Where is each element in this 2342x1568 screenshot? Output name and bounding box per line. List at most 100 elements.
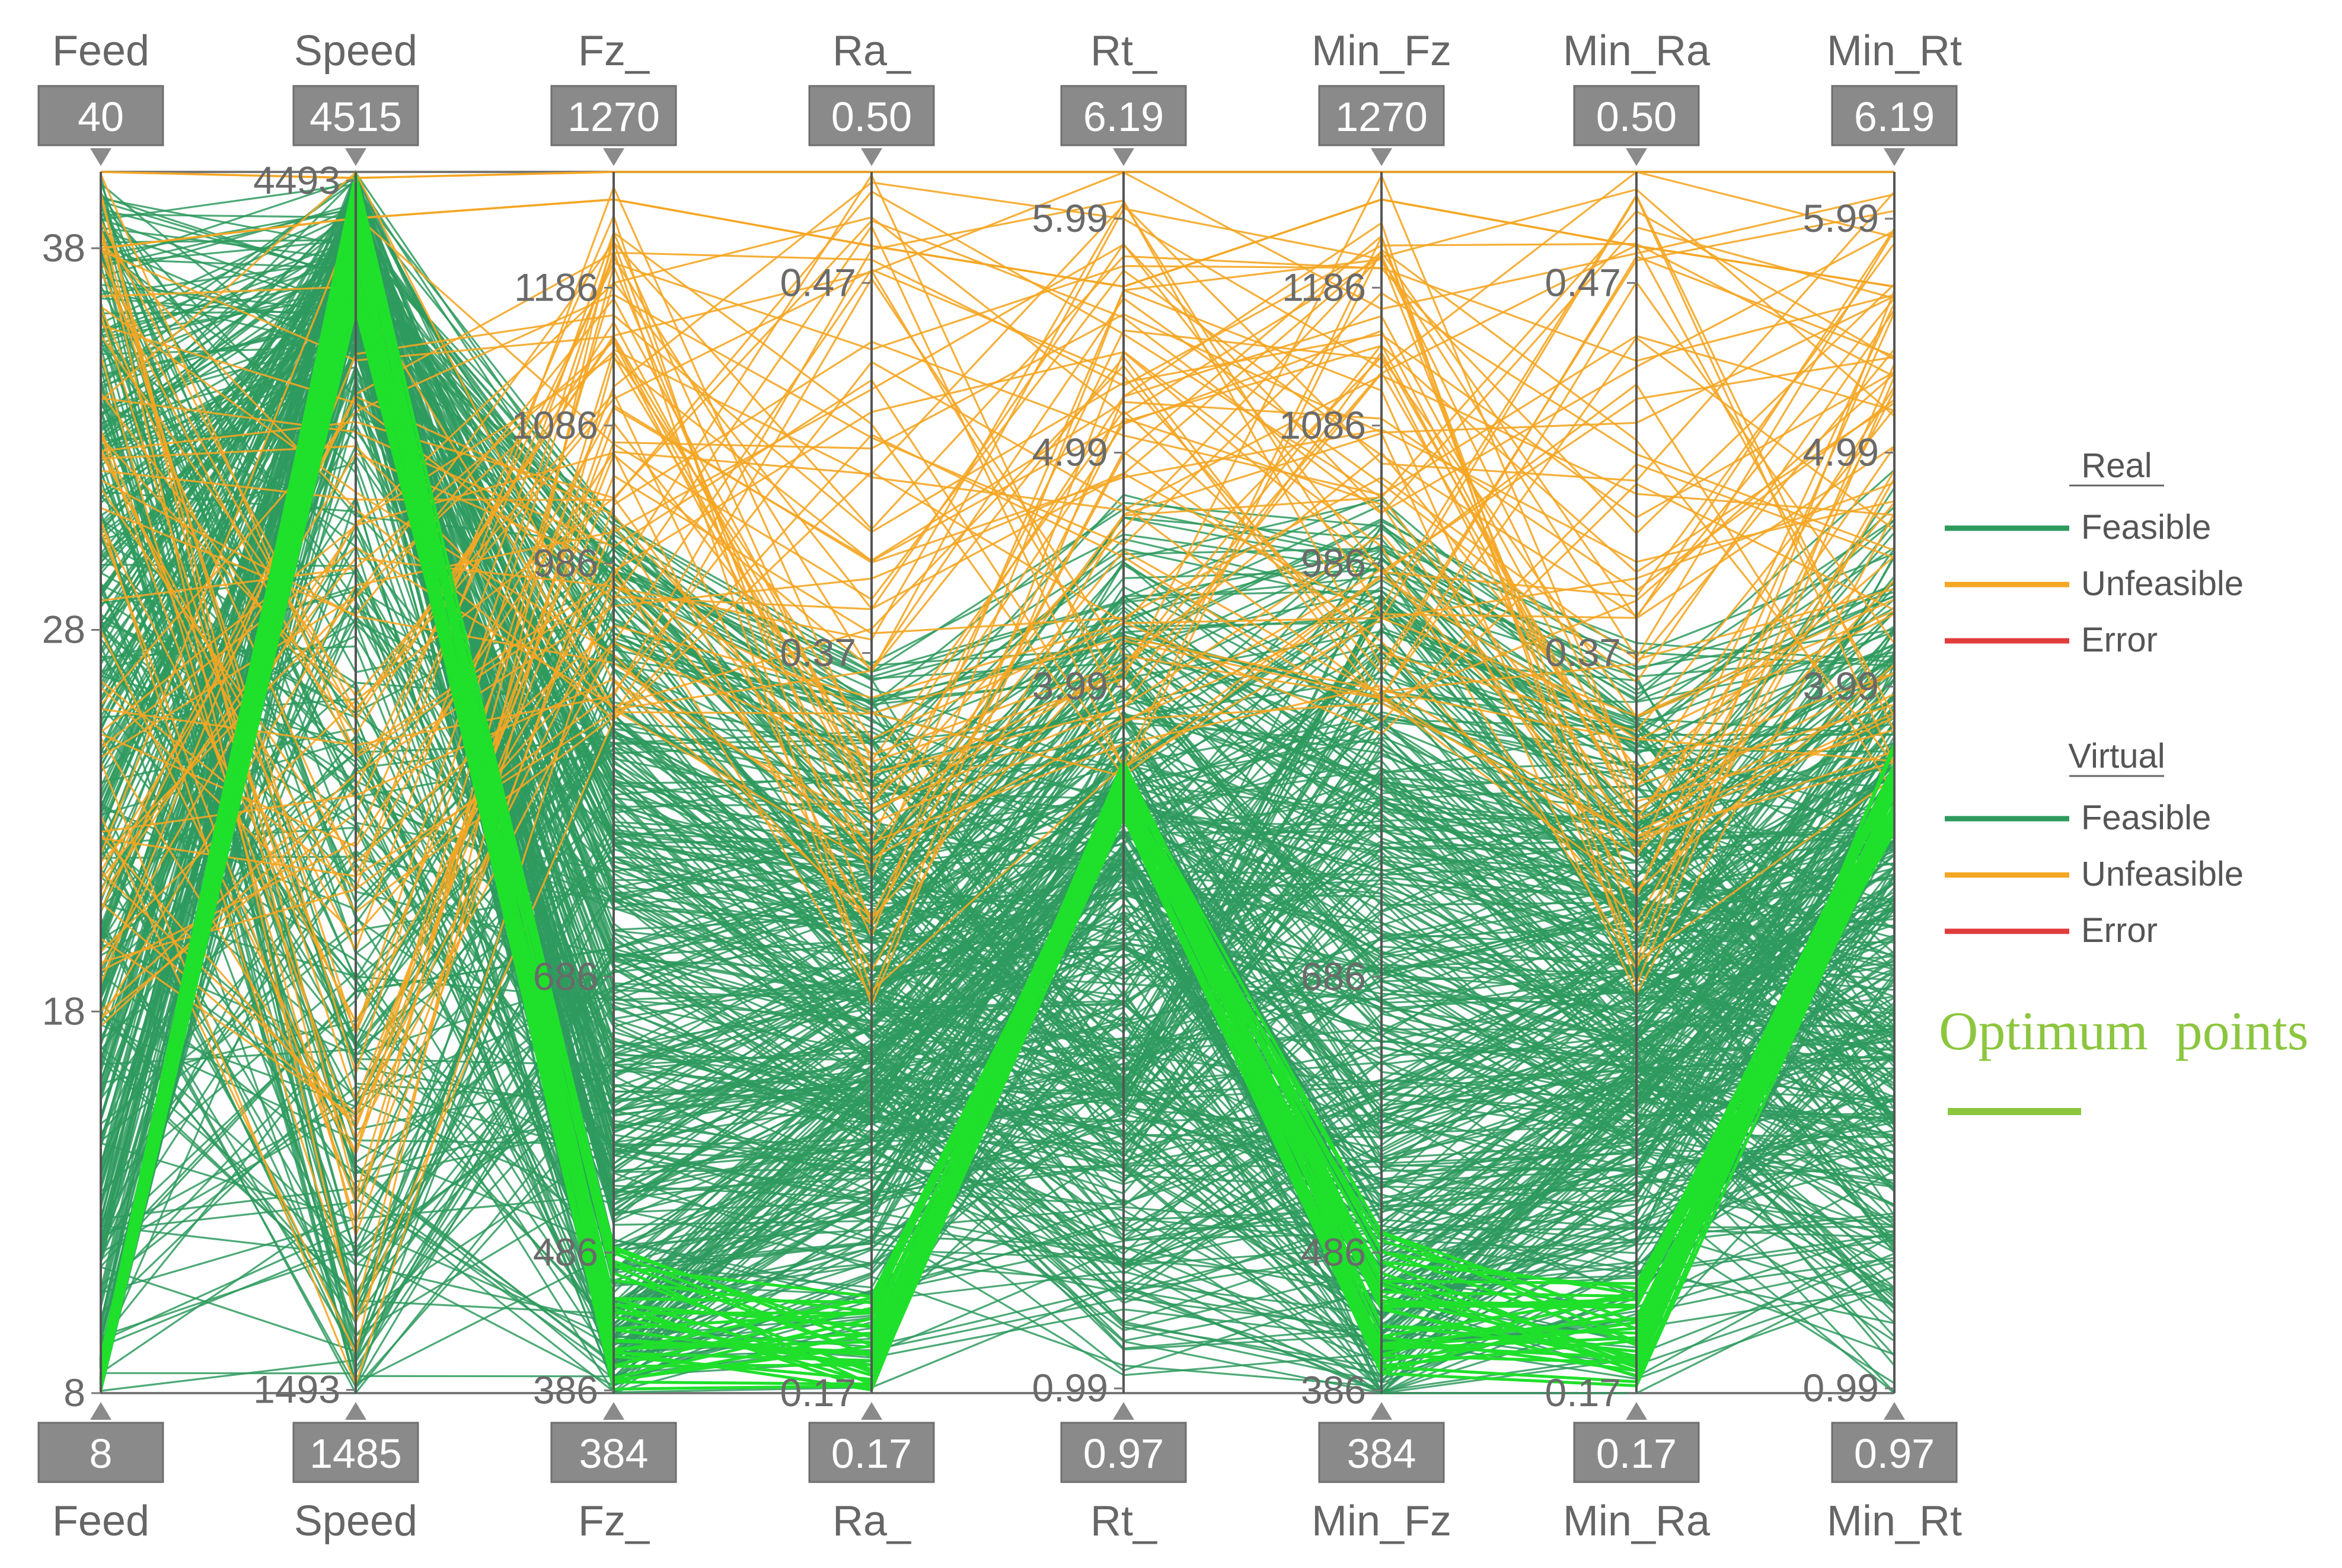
axis-min-rt: Min_Rt 6.19 0.97 Min_Rt 5.99 4.99 3.99 0.99 [1803,27,1963,1545]
tick-label: 1086 [511,403,598,447]
min-value-label: 0.17 [1596,1430,1677,1477]
unfeasible-line [100,174,1895,860]
feasible-line [100,671,1896,1056]
unfeasible-line [100,351,1895,1024]
unfeasible-line [100,171,1895,721]
unfeasible-line [100,276,1896,914]
axis-min-ra: Min_Ra 0.50 0.17 Min_Ra 0.47 0.37 0.17 [1545,27,1711,1545]
unfeasible-line [100,230,1895,1326]
max-value-box [1831,85,1958,146]
unfeasible-line [100,200,1896,759]
unfeasible-line [100,190,1895,501]
axis-min-fz: Min_Fz 1270 384 Min_Fz 1186 1086 986 686 486 386 [1279,27,1451,1545]
max-value-label: 1270 [1335,94,1428,140]
legend-label-feasible: Feasible [2081,508,2211,547]
legend-label-error: Error [2081,621,2158,659]
axis-name-top: Min_Ra [1563,27,1711,75]
tick-label: 686 [1301,954,1366,998]
tick-label: 0.37 [1545,631,1621,675]
min-value-box [550,1422,677,1483]
min-value-box [1318,1422,1445,1483]
max-value-label: 6.19 [1083,94,1164,140]
optimum-line [99,212,1896,1385]
tick-label: 4.99 [1803,430,1879,474]
axis-name-bottom: Fz_ [578,1497,650,1545]
legend-group-virtual: Virtual Feasible Unfeasible Error [1945,737,2244,950]
tick-label: 0.99 [1032,1366,1108,1410]
feasible-line [100,602,1895,1262]
tick-label: 4493 [253,158,340,202]
max-value-box [1318,85,1445,146]
unfeasible-line [100,472,1895,1013]
min-value-label: 8 [90,1430,113,1477]
arrow-down-icon [1113,148,1134,166]
axis-name-bottom: Min_Fz [1312,1497,1451,1545]
axis-name-bottom: Rt_ [1090,1497,1157,1545]
min-value-label: 0.97 [1083,1430,1164,1477]
axis-name-top: Ra_ [832,27,911,75]
unfeasible-line [100,229,1895,1021]
unfeasible-line [100,421,1895,1116]
feasible-line [100,645,1896,1305]
feasible-line [100,967,1895,1238]
tick-label: 486 [1301,1230,1366,1274]
axis-name-top: Feed [52,27,149,75]
tick-label: 0.99 [1803,1366,1879,1410]
tick-label: 5.99 [1032,196,1108,240]
min-value-box [1060,1422,1187,1483]
min-value-box [808,1422,935,1483]
tick-label: 0.47 [780,260,856,304]
tick-label: 1186 [1282,265,1366,309]
arrow-up-icon [603,1402,624,1420]
legend-group-real: Real Feasible Unfeasible Error [1945,446,2244,659]
min-value-label: 384 [1347,1430,1416,1477]
optimum-points-label: Optimum points [1939,1001,2309,1061]
tick-label: 0.37 [780,631,856,675]
unfeasible-line [100,474,1895,1130]
tick-label: 8 [63,1371,85,1414]
axes: Feed 40 8 Feed 38 28 18 8 Speed 4515 1485 Speed 4493… [37,27,1963,1545]
legend: Real Feasible Unfeasible Error Virtual Feasib… [1939,446,2309,1115]
feasible-line [100,582,1896,1387]
unfeasible-line [100,171,1894,180]
axis-name-bottom: Speed [294,1497,417,1545]
max-value-box [1060,85,1187,146]
tick-label: 386 [533,1368,598,1411]
tick-label: 486 [533,1230,598,1274]
legend-title: Real [2081,446,2152,485]
min-value-box [37,1422,164,1483]
tick-label: 0.17 [780,1371,856,1414]
arrow-up-icon [1884,1402,1905,1420]
tick-label: 0.47 [1545,260,1621,304]
arrow-down-icon [1626,148,1647,166]
max-value-label: 0.50 [831,94,912,140]
unfeasible-line [100,350,1895,759]
unfeasible-line [100,255,1895,937]
axis-name-bottom: Min_Ra [1563,1497,1711,1545]
feasible-line [100,186,1895,667]
feasible-line [100,251,1895,1268]
tick-label: 3.99 [1803,664,1879,708]
legend-label-feasible: Feasible [2081,799,2211,837]
unfeasible-line [100,557,1895,880]
min-value-box [1831,1422,1958,1483]
unfeasible-line [100,191,1896,848]
unfeasible-line [100,297,1896,1105]
feasible-line [100,214,1896,1169]
min-value-label: 0.97 [1854,1430,1935,1477]
axis-name-top: Min_Fz [1312,27,1451,75]
max-value-box [808,85,935,146]
unfeasible-line [100,349,1896,711]
feasible-line [100,586,1896,1248]
feasible-line [100,828,1896,1394]
min-value-label: 1485 [309,1430,402,1477]
axis-name-bottom: Ra_ [832,1497,911,1545]
feasible-line [100,629,1896,1310]
min-value-label: 384 [579,1430,649,1477]
unfeasible-line [100,250,1895,1155]
unfeasible-line [100,220,1895,822]
optimum-line [99,234,1896,1365]
optimum-lines [99,174,1896,1392]
unfeasible-line [100,173,1896,1387]
max-value-box [37,85,164,146]
